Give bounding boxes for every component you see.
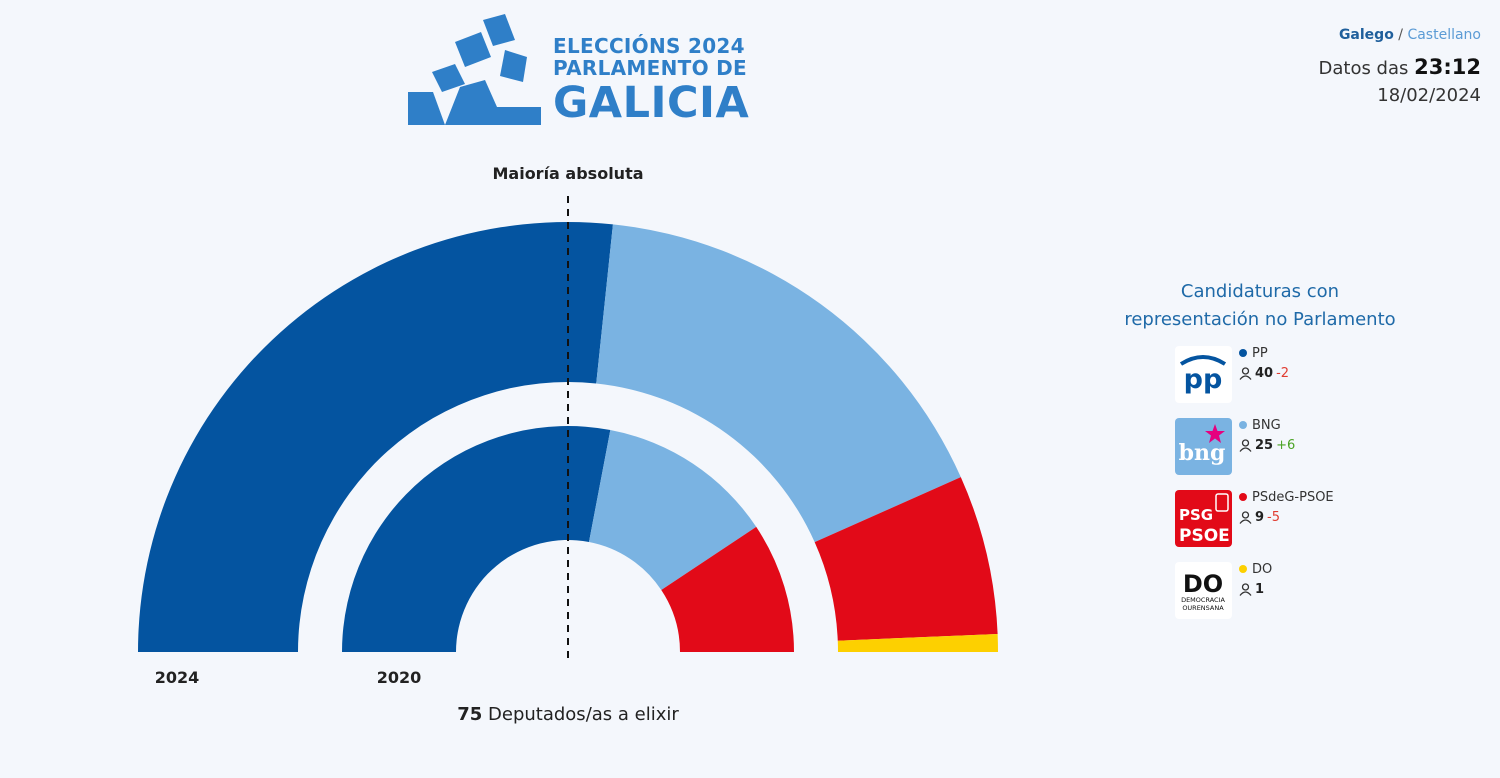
party-seat-change: -2 (1276, 366, 1290, 381)
arc-2020-pp (342, 425, 611, 652)
data-timestamp: Datos das 23:12 18/02/2024 (1319, 54, 1482, 109)
party-name: DO (1252, 562, 1273, 577)
party-seats: 9 (1255, 510, 1265, 525)
language-switch: Galego / Castellano (1339, 27, 1481, 43)
legend-title-line-1: Candidaturas con (1180, 281, 1340, 302)
svg-text:DO: DO (1183, 570, 1223, 598)
lang-separator: / (1398, 27, 1403, 43)
election-title: ELECCIÓNS 2024 PARLAMENTO DE GALICIA (553, 36, 749, 125)
person-icon (1239, 511, 1252, 524)
arc-2020-bng (588, 430, 757, 591)
logo-line-2: PARLAMENTO DE (553, 56, 747, 80)
ring-label-outer: 2024 (155, 668, 200, 687)
svg-text:bng: bng (1179, 440, 1226, 466)
logo-line-1: ELECCIÓNS 2024 (553, 34, 745, 58)
svg-text:PSG: PSG (1179, 506, 1213, 524)
lang-galego-link[interactable]: Galego (1338, 27, 1394, 43)
legend-item-pp[interactable]: pp PP 40 -2 (1175, 346, 1395, 404)
ballot-box-icon (408, 14, 541, 125)
legend-item-bng[interactable]: bng BNG 25 +6 (1175, 418, 1395, 476)
election-logo (408, 14, 541, 125)
bng-logo: bng (1175, 418, 1232, 475)
party-name: PSdeG-PSOE (1252, 490, 1334, 505)
logo-line-3: GALICIA (553, 78, 750, 128)
svg-text:DEMOCRACIA: DEMOCRACIA (1181, 596, 1225, 604)
party-name: PP (1252, 346, 1268, 361)
party-seat-change: -5 (1267, 510, 1281, 525)
party-color-dot (1239, 348, 1247, 357)
arc-2024-do (837, 633, 998, 652)
arc-2024-psdeg-psoe (814, 477, 998, 641)
arc-2024-pp (138, 222, 613, 652)
legend-item-psdeg-psoe[interactable]: PSG PSOE PSdeG-PSOE 9 -5 (1175, 490, 1395, 548)
total-seats-number: 75 (457, 704, 482, 725)
party-color-dot (1239, 564, 1247, 573)
person-icon (1239, 583, 1252, 596)
timestamp-prefix: Datos das (1318, 58, 1409, 79)
party-seats: 25 (1255, 438, 1274, 453)
person-icon (1239, 439, 1252, 452)
arc-2020-psdeg-psoe (661, 526, 794, 652)
svg-text:pp: pp (1184, 364, 1223, 395)
psdeg-psoe-logo: PSG PSOE (1175, 490, 1232, 547)
legend-title-line-2: representación no Parlamento (1124, 309, 1396, 330)
party-color-dot (1239, 492, 1247, 501)
party-seats: 1 (1255, 582, 1265, 597)
arc-2024-bng (596, 224, 961, 543)
majority-label: Maioría absoluta (492, 164, 643, 183)
pp-logo: pp (1175, 346, 1232, 403)
legend-title: Candidaturas con representación no Parla… (1110, 278, 1410, 334)
party-color-dot (1239, 420, 1247, 429)
party-seat-change: +6 (1276, 438, 1296, 453)
timestamp-time: 23:12 (1414, 55, 1481, 79)
lang-castellano-link[interactable]: Castellano (1407, 27, 1481, 43)
party-seats: 40 (1255, 366, 1274, 381)
total-seats-label: 75 Deputados/as a elixir (457, 704, 679, 725)
party-name: BNG (1252, 418, 1281, 433)
hemicycle-chart: Maioría absoluta 2024 2020 75 Deputados/… (138, 164, 998, 725)
total-seats-text: Deputados/as a elixir (488, 704, 679, 725)
legend-item-do[interactable]: DO DEMOCRACIA OURENSANA DO 1 (1175, 562, 1395, 620)
timestamp-date: 18/02/2024 (1377, 85, 1481, 106)
svg-text:PSOE: PSOE (1179, 526, 1230, 546)
do-logo: DO DEMOCRACIA OURENSANA (1175, 562, 1232, 619)
person-icon (1239, 367, 1252, 380)
ring-label-inner: 2020 (377, 668, 422, 687)
chart-arcs (138, 222, 998, 652)
svg-text:OURENSANA: OURENSANA (1182, 604, 1224, 612)
